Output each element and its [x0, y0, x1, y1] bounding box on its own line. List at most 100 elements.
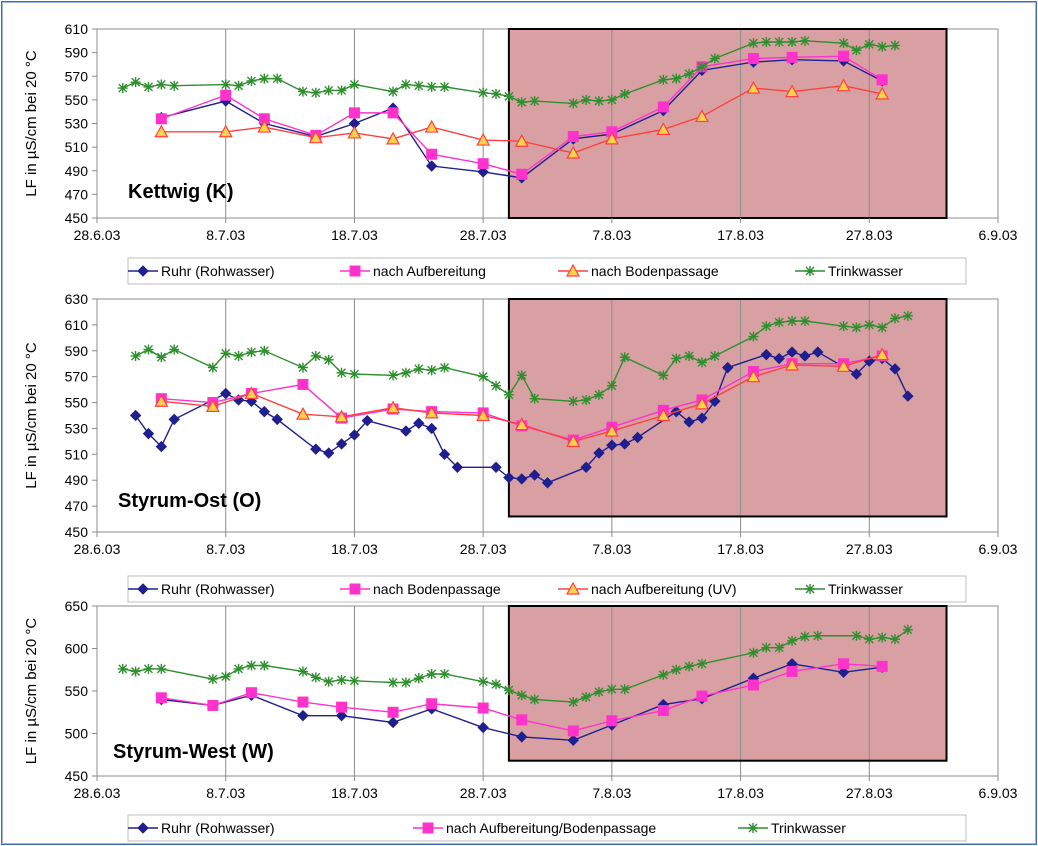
data-point — [439, 81, 450, 92]
data-point — [658, 669, 669, 680]
data-point — [156, 352, 167, 363]
data-point — [696, 412, 708, 424]
data-point — [207, 674, 218, 685]
data-point — [864, 39, 875, 50]
data-point — [568, 98, 579, 109]
data-point — [233, 663, 244, 674]
data-point — [272, 73, 283, 84]
data-point — [799, 35, 810, 46]
data-point — [876, 660, 888, 672]
data-point — [761, 36, 772, 47]
data-point — [696, 61, 707, 72]
highlight-border — [507, 605, 948, 762]
data-point — [388, 86, 399, 97]
data-point — [684, 68, 695, 79]
data-point — [130, 77, 141, 88]
data-point — [297, 86, 308, 97]
data-point — [334, 409, 349, 423]
data-point — [656, 122, 671, 136]
series-nach-aufbereitung-uv- — [154, 347, 890, 447]
data-point — [207, 362, 218, 373]
data-point — [220, 387, 232, 400]
data-point — [439, 669, 450, 679]
data-point — [413, 80, 424, 91]
y-tick-label: 510 — [65, 446, 89, 462]
data-point — [169, 344, 180, 355]
data-point — [413, 417, 425, 429]
data-point — [259, 73, 270, 84]
data-point — [477, 702, 489, 714]
x-tick-label: 7.8.03 — [592, 785, 631, 801]
data-point — [516, 714, 528, 726]
data-point — [388, 677, 399, 688]
data-point — [308, 130, 323, 144]
data-point — [220, 671, 231, 682]
data-point — [785, 357, 800, 371]
data-point — [619, 438, 631, 450]
data-point — [349, 79, 360, 90]
data-point — [335, 438, 348, 450]
legend-box — [127, 257, 967, 285]
data-point — [696, 690, 708, 702]
data-point — [529, 393, 540, 404]
legend-label: Trinkwasser — [828, 581, 903, 597]
data-point — [541, 477, 554, 489]
data-point — [581, 394, 592, 405]
data-point — [799, 631, 810, 642]
data-point — [606, 94, 617, 105]
legend: Ruhr (Rohwasser) nach Aufbereitung/Bodenp… — [127, 814, 967, 842]
data-point — [619, 88, 630, 99]
series-trinkwasser — [117, 624, 913, 708]
data-point — [322, 447, 335, 459]
y-tick-label: 490 — [65, 472, 89, 488]
series-trinkwasser — [130, 310, 913, 407]
highlight-period — [508, 606, 947, 761]
data-point — [246, 660, 257, 671]
data-point — [348, 429, 361, 441]
data-point — [876, 74, 888, 86]
legend-marker — [805, 584, 815, 594]
data-point — [671, 664, 682, 675]
data-point — [696, 658, 707, 669]
data-point — [748, 647, 759, 658]
data-point — [902, 310, 913, 321]
highlight-period — [508, 299, 947, 517]
data-point — [297, 696, 309, 708]
data-point — [877, 322, 888, 333]
data-point — [774, 317, 785, 328]
data-point — [257, 119, 272, 133]
data-point — [684, 661, 695, 672]
series-nach-bodenpassage — [154, 78, 890, 159]
data-point — [478, 371, 489, 382]
data-point — [851, 322, 862, 333]
x-tick-label: 7.8.03 — [592, 227, 631, 243]
y-tick-label: 510 — [65, 139, 89, 155]
data-point — [310, 87, 321, 98]
data-point — [671, 353, 682, 364]
legend-label: nach Aufbereitung (UV) — [591, 581, 737, 597]
data-point — [671, 73, 682, 84]
x-tick-label: 27.8.03 — [846, 541, 893, 557]
y-tick-label: 650 — [65, 598, 89, 614]
data-point — [336, 367, 347, 378]
data-point — [658, 74, 669, 85]
y-tick-label: 490 — [65, 163, 89, 179]
data-point — [323, 85, 334, 96]
legend-marker — [422, 822, 434, 834]
x-tick-label: 28.7.03 — [460, 227, 507, 243]
data-point — [426, 148, 438, 160]
data-point — [142, 427, 155, 440]
legend-marker — [748, 823, 758, 833]
data-point — [335, 709, 348, 722]
data-point — [503, 685, 514, 696]
data-point — [850, 368, 863, 380]
data-point — [566, 434, 581, 447]
y-tick-label: 450 — [65, 210, 89, 226]
data-point — [491, 380, 502, 391]
data-point — [694, 396, 709, 410]
x-tick-label: 17.8.03 — [717, 785, 764, 801]
data-point — [606, 439, 618, 451]
data-point — [748, 38, 759, 49]
data-point — [477, 721, 489, 734]
